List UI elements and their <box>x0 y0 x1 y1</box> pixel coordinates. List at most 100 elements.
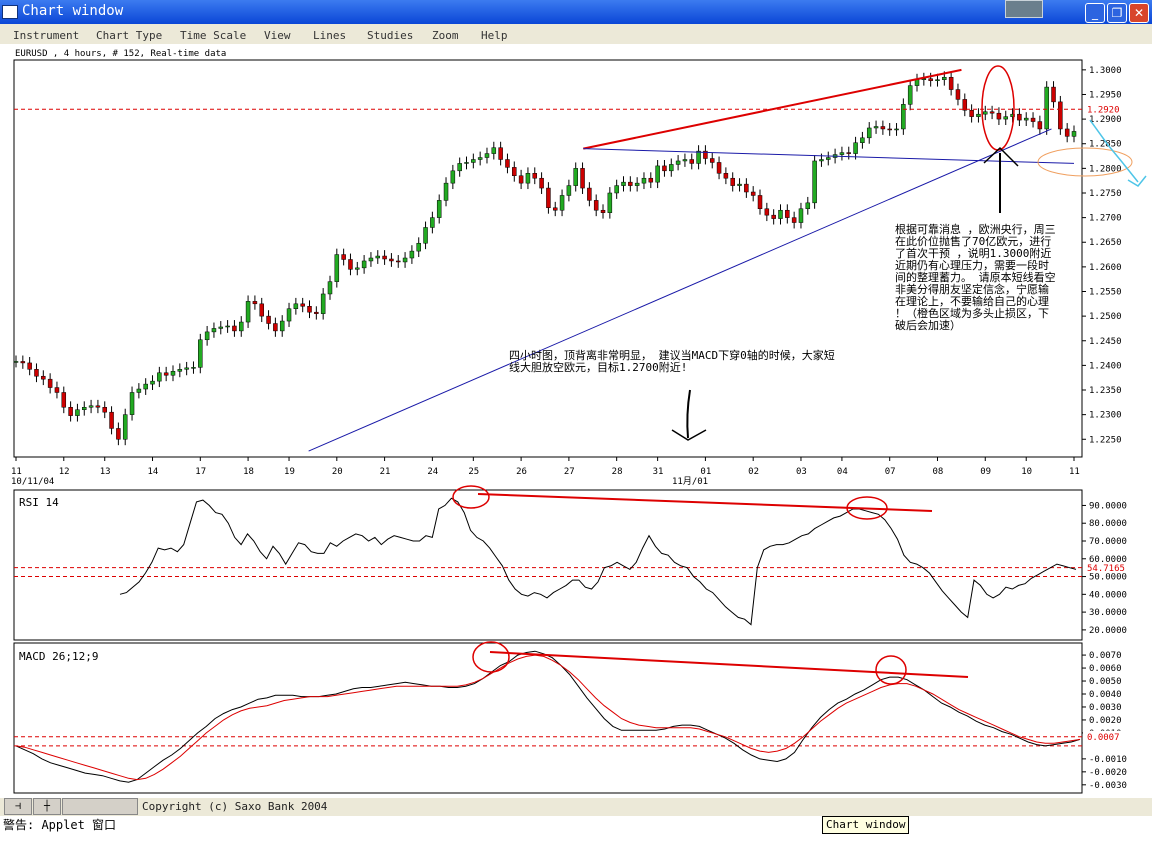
candle <box>853 136 858 160</box>
x-tick-label: 12 <box>59 467 70 477</box>
candle <box>907 79 913 111</box>
candle <box>962 93 968 117</box>
x-tick-label: 20 <box>332 467 343 477</box>
candle <box>1010 108 1015 123</box>
minimize-button[interactable]: _ <box>1085 3 1105 23</box>
candle <box>430 211 435 234</box>
candle <box>580 162 585 194</box>
candle <box>136 383 142 399</box>
chart-canvas: EURUSD , 4 hours, # 152, Real-time data … <box>11 49 1147 794</box>
candle <box>983 105 988 121</box>
current-price-marker <box>1083 103 1127 115</box>
candle <box>266 310 271 330</box>
y-tick-label: 1.2500 <box>1089 312 1122 322</box>
rsi-dashed-levels <box>14 567 1082 578</box>
candle <box>279 315 285 337</box>
price-x-axis: 11 12 13 14 17 18 19 20 21 24 25 26 27 28 31 01 02 03 04 07… <box>11 457 1080 477</box>
candle <box>798 202 804 229</box>
candle <box>880 120 886 135</box>
y-tick-label: 60.0000 <box>1089 555 1127 565</box>
candle <box>996 107 1002 126</box>
candle <box>170 365 176 382</box>
x-tick-label: 24 <box>427 467 438 477</box>
menu-help[interactable]: Help <box>481 29 508 42</box>
menu-time-scale[interactable]: Time Scale <box>180 29 247 42</box>
close-button[interactable]: ✕ <box>1129 3 1149 23</box>
annotation-right: 根据可靠消息 ，欧洲央行，周三 在此价位抛售了70亿欧元，进行 了首次干预 ，说… <box>895 222 1056 332</box>
candle <box>764 202 770 222</box>
y-tick-label: -0.0010 <box>1089 755 1127 765</box>
menu-zoom[interactable]: Zoom <box>432 29 459 42</box>
macd-panel[interactable] <box>13 642 1083 794</box>
y-tick-label: -0.0030 <box>1089 781 1127 791</box>
y-tick-label: 80.0000 <box>1089 519 1127 529</box>
candle <box>389 253 394 267</box>
candle <box>1037 115 1043 135</box>
candle <box>703 145 708 165</box>
x-tick-label: 31 <box>653 467 664 477</box>
x-date-label-month: 11月/01 <box>672 476 708 487</box>
x-tick-label: 01 <box>700 467 711 477</box>
candle <box>471 153 476 169</box>
copyright-text: Copyright (c) Saxo Bank 2004 <box>142 800 328 813</box>
candle <box>512 161 517 182</box>
candle <box>1064 123 1070 143</box>
candle <box>593 194 599 217</box>
menu-instrument[interactable]: Instrument <box>13 29 80 42</box>
candle <box>320 288 326 320</box>
candle <box>204 325 210 346</box>
candle <box>709 152 715 169</box>
candle <box>88 399 94 414</box>
y-tick-label: 1.2550 <box>1089 288 1122 298</box>
candle <box>771 209 776 225</box>
rsi-panel[interactable] <box>13 489 1083 641</box>
x-tick-label: 09 <box>980 467 991 477</box>
y-tick-label: 1.2850 <box>1089 140 1122 150</box>
pin-icon[interactable]: ⊣ <box>4 798 32 815</box>
candle <box>573 162 578 192</box>
candle <box>334 248 340 288</box>
crosshair-icon[interactable]: ┼ <box>33 798 61 815</box>
y-tick-label: 1.2400 <box>1089 361 1122 371</box>
candle <box>355 261 360 276</box>
rsi-y-axis: 90.0000 80.0000 70.0000 60.0000 50.0000 40.00… <box>1082 501 1127 636</box>
candle <box>47 373 53 394</box>
current-price-label: 1.2920 <box>1087 105 1120 115</box>
maximize-button[interactable]: ❐ <box>1107 3 1127 23</box>
candle <box>948 71 954 96</box>
candle <box>989 105 995 120</box>
candle <box>109 406 114 435</box>
candle <box>648 172 654 189</box>
candle <box>737 178 742 192</box>
macd-signal-line <box>15 654 1081 781</box>
candle <box>464 156 469 170</box>
candle <box>116 422 121 446</box>
candle <box>273 317 278 337</box>
candle <box>450 164 456 190</box>
menu-view[interactable]: View <box>264 29 291 42</box>
macd-divergence-line <box>489 651 969 678</box>
candle <box>20 355 26 369</box>
price-y-axis: 1.3000 1.2950 1.2900 1.2850 1.2800 1.2750 1.27… <box>1082 66 1122 445</box>
down-arrow-head <box>671 429 707 441</box>
candle <box>1030 112 1036 128</box>
candle <box>184 361 189 376</box>
candle <box>730 172 735 192</box>
candle <box>785 204 790 224</box>
candle <box>402 252 408 268</box>
menu-studies[interactable]: Studies <box>367 29 414 42</box>
candle <box>232 320 237 337</box>
rsi-title: RSI 14 <box>19 496 59 509</box>
candle <box>518 169 524 190</box>
warning-bar: 警告: Applet 窗口 Chart window <box>0 816 1152 864</box>
candle <box>566 179 572 202</box>
up-arrow-head <box>983 146 1019 167</box>
candle <box>416 237 421 258</box>
menu-lines[interactable]: Lines <box>313 29 347 42</box>
macd-title: MACD 26;12;9 <box>19 650 98 663</box>
menu-chart-type[interactable]: Chart Type <box>96 29 163 42</box>
annotation-line: 线大胆放空欧元，目标1.2700附近! <box>509 360 687 374</box>
chart-area[interactable]: EURUSD , 4 hours, # 152, Real-time data … <box>0 44 1152 798</box>
candle <box>27 357 32 376</box>
y-tick-label: 40.0000 <box>1089 590 1127 600</box>
